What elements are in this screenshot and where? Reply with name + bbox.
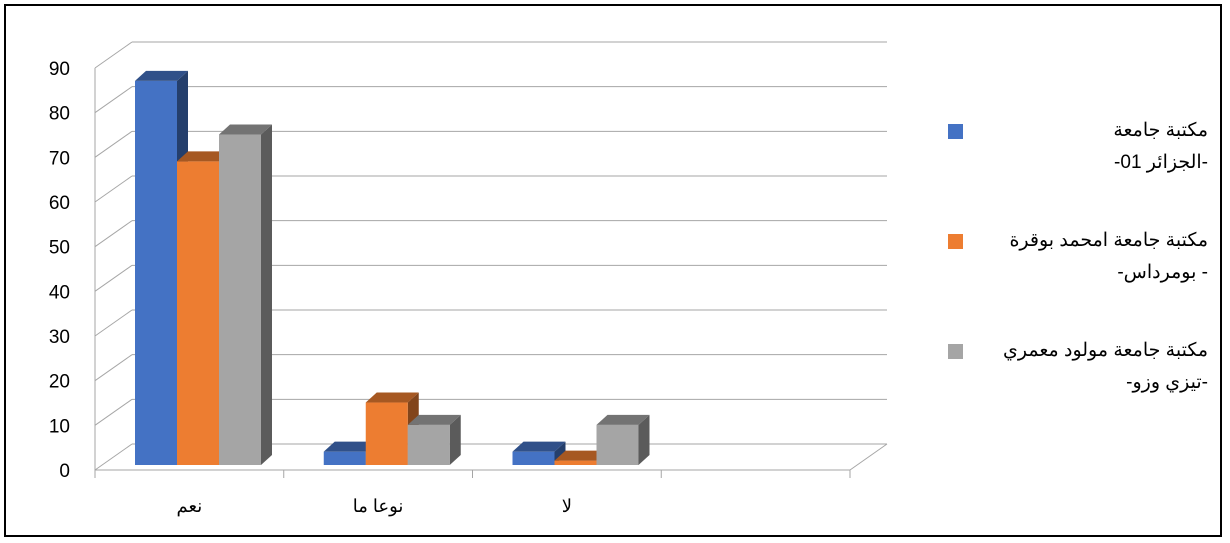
y-tick-label: 30	[49, 327, 70, 348]
category-label: نوعا ما	[353, 496, 404, 517]
bar-front	[407, 424, 450, 465]
bar-front	[219, 134, 261, 466]
bar	[407, 414, 461, 465]
gridline-diagonal	[94, 443, 133, 471]
gridline-diagonal	[94, 398, 133, 426]
bar-top	[407, 414, 461, 425]
bar-side	[261, 124, 272, 466]
y-tick-label: 20	[49, 372, 70, 393]
y-tick-label: 60	[49, 193, 70, 214]
legend-swatch	[948, 124, 963, 139]
gridline-diagonal	[94, 41, 133, 69]
gridline-diagonal	[94, 130, 133, 158]
bar-front	[512, 451, 555, 465]
bar-top	[512, 441, 566, 452]
bar-top	[596, 414, 650, 425]
bar-top	[177, 151, 230, 162]
bar-side	[449, 414, 461, 465]
bar-front	[596, 424, 639, 465]
gridline-diagonal	[94, 264, 133, 292]
legend-swatch	[948, 234, 963, 249]
gridline-diagonal	[94, 86, 133, 114]
bar-top	[323, 441, 377, 452]
bar-top	[135, 70, 188, 81]
bar-top	[219, 124, 272, 135]
gridline-diagonal	[94, 220, 133, 248]
y-tick-label: 0	[59, 461, 70, 482]
y-tick-label: 40	[49, 282, 70, 303]
bar	[365, 392, 419, 465]
legend-label: مكتبة جامعة -الجزائر 01-	[1113, 120, 1208, 173]
bar	[219, 124, 272, 466]
y-tick-label: 50	[49, 238, 70, 259]
legend-swatch	[948, 344, 963, 359]
bar-front	[554, 460, 597, 465]
legend-label: مكتبة جامعة مولود معمري -تيزي وزو-	[1003, 340, 1208, 393]
bar-front	[365, 402, 408, 465]
floor-edge	[849, 443, 888, 471]
y-tick-label: 80	[49, 104, 70, 125]
legend-label: مكتبة جامعة امحمد بوقرة - بومرداس-	[1009, 230, 1208, 283]
y-tick-label: 90	[49, 59, 70, 80]
bar-front	[177, 161, 219, 466]
bar	[596, 414, 650, 465]
gridline-diagonal	[94, 175, 133, 203]
bar-side	[638, 414, 650, 465]
category-label: نعم	[177, 496, 203, 517]
category-label: لا	[562, 496, 572, 516]
bar-front	[323, 451, 366, 465]
bar-front	[135, 80, 177, 465]
gridline-diagonal	[94, 309, 133, 337]
y-tick-label: 10	[49, 416, 70, 437]
y-tick-label: 70	[49, 148, 70, 169]
bar-top	[365, 392, 419, 403]
gridline-diagonal	[94, 354, 133, 382]
bar-top	[554, 450, 608, 461]
